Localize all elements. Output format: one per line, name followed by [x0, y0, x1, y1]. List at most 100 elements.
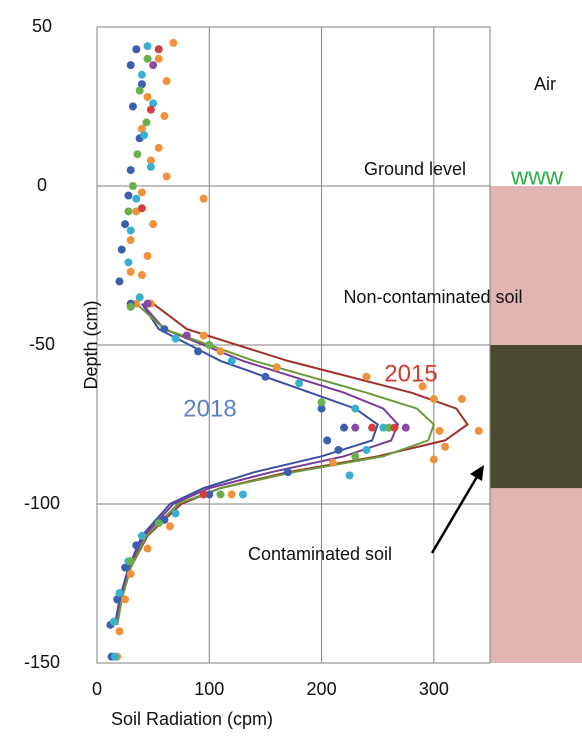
data-point [115, 589, 123, 597]
data-point [351, 424, 359, 432]
data-point [183, 331, 191, 339]
data-point [351, 405, 359, 413]
data-point [127, 570, 135, 578]
data-point [194, 347, 202, 355]
data-point [239, 490, 247, 498]
data-point [430, 395, 438, 403]
data-point [121, 595, 129, 603]
data-point [323, 436, 331, 444]
data-point [155, 144, 163, 152]
data-point [163, 77, 171, 85]
data-point [129, 182, 137, 190]
page: {"chart_data": { "type": "scatter", "xla… [0, 0, 582, 747]
data-point [140, 131, 148, 139]
data-point [435, 427, 443, 435]
data-point [144, 55, 152, 63]
data-point [136, 87, 144, 95]
data-point [132, 541, 140, 549]
data-point [144, 93, 152, 101]
data-point [228, 357, 236, 365]
data-point [217, 490, 225, 498]
data-point [172, 335, 180, 343]
data-point [127, 166, 135, 174]
data-point [124, 207, 132, 215]
data-point [155, 55, 163, 63]
data-point [169, 39, 177, 47]
data-point [144, 252, 152, 260]
data-point [200, 331, 208, 339]
data-point [144, 545, 152, 553]
x-tick-label: 200 [307, 679, 337, 699]
data-point [118, 246, 126, 254]
soil-band [490, 345, 582, 488]
fit-curve [117, 304, 467, 625]
arrow-line [432, 475, 478, 553]
data-point [138, 71, 146, 79]
data-point [295, 379, 303, 387]
data-point [127, 236, 135, 244]
data-point [132, 195, 140, 203]
data-point [121, 220, 129, 228]
chart: 500-50-100-1500100200300 Soil Radiation … [0, 0, 582, 747]
data-point [147, 106, 155, 114]
annotation: Air [534, 74, 556, 94]
data-point [111, 653, 119, 661]
data-point [160, 112, 168, 120]
y-tick-label: -100 [24, 493, 60, 513]
data-point [127, 303, 135, 311]
data-point [163, 172, 171, 180]
data-point [430, 455, 438, 463]
data-point [110, 618, 118, 626]
data-point [261, 373, 269, 381]
data-point [346, 471, 354, 479]
data-point [166, 522, 174, 530]
data-point [362, 373, 370, 381]
data-point [133, 150, 141, 158]
data-point [129, 103, 137, 111]
data-point [368, 424, 376, 432]
data-point [200, 490, 208, 498]
data-point [475, 427, 483, 435]
data-point [115, 277, 123, 285]
data-point [149, 220, 157, 228]
data-point [458, 395, 466, 403]
data-point [142, 118, 150, 126]
data-point [172, 510, 180, 518]
y-tick-label: -50 [29, 334, 55, 354]
data-point [132, 45, 140, 53]
annotation: Ground level [364, 159, 466, 179]
fit-curve [117, 304, 434, 625]
x-tick-label: 0 [92, 679, 102, 699]
data-point [402, 424, 410, 432]
x-tick-label: 300 [419, 679, 449, 699]
data-point [228, 490, 236, 498]
data-point [127, 557, 135, 565]
data-point [217, 347, 225, 355]
y-axis-label: Depth (cm) [81, 300, 101, 389]
data-point [136, 293, 144, 301]
data-point [273, 363, 281, 371]
data-point [124, 192, 132, 200]
data-point [138, 271, 146, 279]
data-point [127, 61, 135, 69]
y-tick-label: 0 [37, 175, 47, 195]
data-point [318, 398, 326, 406]
data-point [391, 424, 399, 432]
series-label: 2015 [384, 360, 437, 387]
data-point [340, 424, 348, 432]
data-point [351, 452, 359, 460]
data-point [149, 61, 157, 69]
data-point [115, 627, 123, 635]
data-point [334, 446, 342, 454]
data-point [329, 459, 337, 467]
data-point [138, 188, 146, 196]
data-point [155, 519, 163, 527]
annotation: Non-contaminated soil [343, 287, 522, 307]
y-tick-label: -150 [24, 652, 60, 672]
data-point [144, 300, 152, 308]
data-point [144, 42, 152, 50]
y-tick-label: 50 [32, 16, 52, 36]
data-point [284, 468, 292, 476]
data-point [127, 227, 135, 235]
x-axis-label: Soil Radiation (cpm) [111, 709, 273, 729]
